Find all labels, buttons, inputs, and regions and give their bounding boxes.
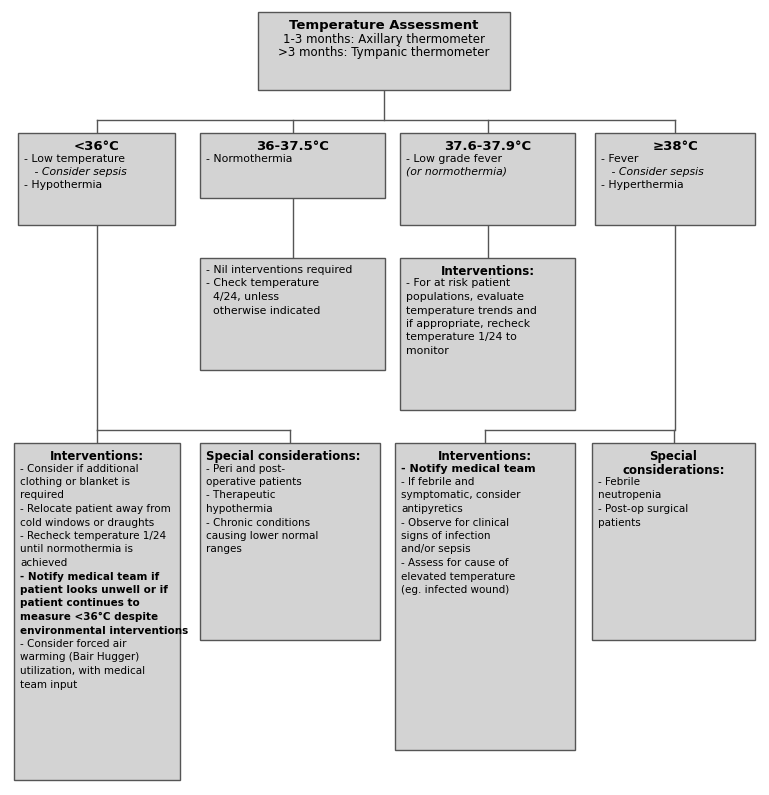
Text: until normothermia is: until normothermia is [20, 545, 133, 554]
Text: temperature trends and: temperature trends and [406, 305, 537, 316]
Text: populations, evaluate: populations, evaluate [406, 292, 524, 302]
Bar [258, 12, 510, 90]
Bar [18, 133, 175, 225]
Text: 1-3 months: Axillary thermometer: 1-3 months: Axillary thermometer [283, 33, 485, 45]
Text: - Consider if additional: - Consider if additional [20, 463, 138, 474]
Text: - Chronic conditions: - Chronic conditions [206, 518, 310, 528]
Text: and/or sepsis: and/or sepsis [401, 545, 471, 554]
Text: Interventions:: Interventions: [438, 450, 532, 463]
Text: - Consider forced air: - Consider forced air [20, 639, 126, 649]
Text: - Febrile: - Febrile [598, 477, 640, 487]
Bar [595, 133, 755, 225]
Text: ranges: ranges [206, 545, 242, 554]
Text: required: required [20, 491, 64, 501]
Text: hypothermia: hypothermia [206, 504, 273, 514]
Text: symptomatic, consider: symptomatic, consider [401, 491, 521, 501]
Bar [200, 258, 385, 370]
Text: Interventions:: Interventions: [50, 450, 144, 463]
Text: cold windows or draughts: cold windows or draughts [20, 518, 155, 528]
Text: if appropriate, recheck: if appropriate, recheck [406, 319, 530, 329]
Text: otherwise indicated: otherwise indicated [206, 305, 321, 316]
Text: signs of infection: signs of infection [401, 531, 491, 541]
Text: Special: Special [650, 450, 697, 463]
Text: 36-37.5°C: 36-37.5°C [256, 140, 329, 153]
Bar [395, 443, 575, 750]
Text: measure <36°C despite: measure <36°C despite [20, 612, 158, 622]
Text: (eg. infected wound): (eg. infected wound) [401, 585, 509, 595]
Text: - Low grade fever: - Low grade fever [406, 153, 502, 164]
Text: - Therapeutic: - Therapeutic [206, 491, 275, 501]
Text: operative patients: operative patients [206, 477, 301, 487]
Text: temperature 1/24 to: temperature 1/24 to [406, 332, 517, 343]
Text: monitor: monitor [406, 346, 449, 356]
Text: Temperature Assessment: Temperature Assessment [289, 19, 478, 32]
Text: neutropenia: neutropenia [598, 491, 661, 501]
Text: - Normothermia: - Normothermia [206, 153, 292, 164]
Bar [400, 133, 575, 225]
Text: <36°C: <36°C [74, 140, 119, 153]
Text: patients: patients [598, 518, 641, 528]
Text: - If febrile and: - If febrile and [401, 477, 474, 487]
Bar [200, 133, 385, 198]
Text: - Fever: - Fever [601, 153, 638, 164]
Text: causing lower normal: causing lower normal [206, 531, 318, 541]
Text: - Notify medical team if: - Notify medical team if [20, 572, 159, 581]
Text: - Consider sepsis: - Consider sepsis [601, 167, 704, 177]
Text: - Post-op surgical: - Post-op surgical [598, 504, 688, 514]
Text: - Low temperature: - Low temperature [24, 153, 125, 164]
Text: patient looks unwell or if: patient looks unwell or if [20, 585, 168, 595]
Bar [200, 443, 380, 640]
Text: ≥38°C: ≥38°C [652, 140, 698, 153]
Text: - Recheck temperature 1/24: - Recheck temperature 1/24 [20, 531, 166, 541]
Text: achieved: achieved [20, 558, 67, 568]
Text: (or normothermia): (or normothermia) [406, 167, 507, 177]
Text: - Observe for clinical: - Observe for clinical [401, 518, 509, 528]
Text: team input: team input [20, 680, 77, 689]
Bar [14, 443, 180, 780]
Text: - Peri and post-: - Peri and post- [206, 463, 285, 474]
Text: Special considerations:: Special considerations: [206, 450, 361, 463]
Text: - For at risk patient: - For at risk patient [406, 278, 510, 289]
Text: - Check temperature: - Check temperature [206, 278, 319, 289]
Text: - Hyperthermia: - Hyperthermia [601, 180, 684, 191]
Text: >3 months: Tympanic thermometer: >3 months: Tympanic thermometer [278, 46, 490, 59]
Text: 37.6-37.9°C: 37.6-37.9°C [444, 140, 531, 153]
Bar [400, 258, 575, 410]
Text: - Assess for cause of: - Assess for cause of [401, 558, 508, 568]
Bar [592, 443, 755, 640]
Text: warming (Bair Hugger): warming (Bair Hugger) [20, 653, 139, 662]
Text: Interventions:: Interventions: [441, 265, 534, 278]
Text: environmental interventions: environmental interventions [20, 626, 188, 635]
Text: - Hypothermia: - Hypothermia [24, 180, 102, 191]
Text: - Notify medical team: - Notify medical team [401, 463, 536, 474]
Text: antipyretics: antipyretics [401, 504, 463, 514]
Text: patient continues to: patient continues to [20, 599, 140, 608]
Text: elevated temperature: elevated temperature [401, 572, 515, 581]
Text: - Consider sepsis: - Consider sepsis [24, 167, 127, 177]
Text: 4/24, unless: 4/24, unless [206, 292, 279, 302]
Text: - Nil interventions required: - Nil interventions required [206, 265, 352, 275]
Text: - Relocate patient away from: - Relocate patient away from [20, 504, 171, 514]
Text: utilization, with medical: utilization, with medical [20, 666, 145, 676]
Text: clothing or blanket is: clothing or blanket is [20, 477, 130, 487]
Text: considerations:: considerations: [622, 463, 724, 476]
